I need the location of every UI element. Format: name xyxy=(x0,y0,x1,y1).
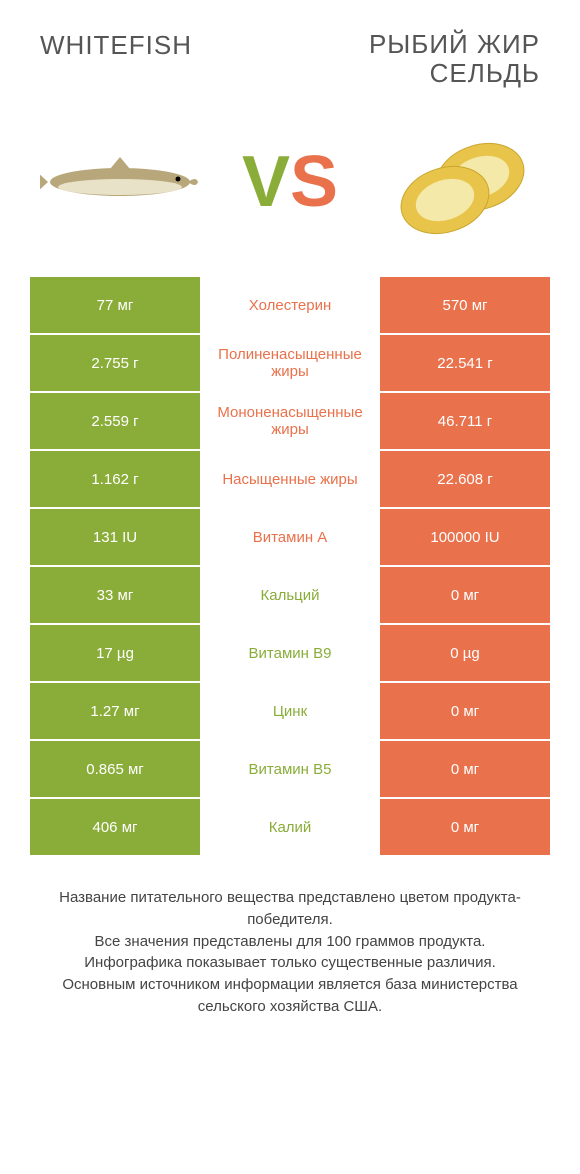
title-left: WHITEFISH xyxy=(40,30,192,61)
left-value: 2.755 г xyxy=(30,335,200,391)
right-value: 570 мг xyxy=(380,277,550,333)
title-right-line1: РЫБИЙ ЖИР xyxy=(369,29,540,59)
left-value: 0.865 мг xyxy=(30,741,200,797)
left-value: 2.559 г xyxy=(30,393,200,449)
nutrient-label: Насыщенные жиры xyxy=(200,451,380,507)
table-row: 131 IUВитамин A100000 IU xyxy=(30,509,550,565)
nutrient-label: Витамин B5 xyxy=(200,741,380,797)
right-value: 22.608 г xyxy=(380,451,550,507)
left-value: 1.27 мг xyxy=(30,683,200,739)
right-value: 46.711 г xyxy=(380,393,550,449)
comparison-table: 77 мгХолестерин570 мг2.755 гПолиненасыще… xyxy=(0,277,580,855)
footer-line-2: Все значения представлены для 100 граммо… xyxy=(30,931,550,953)
right-value: 0 мг xyxy=(380,799,550,855)
fish-icon xyxy=(40,147,200,217)
nutrient-label: Кальций xyxy=(200,567,380,623)
nutrient-label: Калий xyxy=(200,799,380,855)
left-value: 406 мг xyxy=(30,799,200,855)
right-value: 100000 IU xyxy=(380,509,550,565)
vs-v: V xyxy=(242,142,290,222)
right-product-image xyxy=(380,122,540,242)
right-value: 22.541 г xyxy=(380,335,550,391)
table-row: 17 µgВитамин B90 µg xyxy=(30,625,550,681)
table-row: 1.27 мгЦинк0 мг xyxy=(30,683,550,739)
table-row: 2.559 гМононенасыщенные жиры46.711 г xyxy=(30,393,550,449)
table-row: 77 мгХолестерин570 мг xyxy=(30,277,550,333)
nutrient-label: Холестерин xyxy=(200,277,380,333)
nutrient-label: Полиненасыщенные жиры xyxy=(200,335,380,391)
left-value: 33 мг xyxy=(30,567,200,623)
capsule-icon xyxy=(385,122,535,242)
table-row: 2.755 гПолиненасыщенные жиры22.541 г xyxy=(30,335,550,391)
footer-line-3: Инфографика показывает только существенн… xyxy=(30,952,550,974)
right-value: 0 мг xyxy=(380,741,550,797)
table-row: 406 мгКалий0 мг xyxy=(30,799,550,855)
vs-s: S xyxy=(290,142,338,222)
nutrient-label: Витамин B9 xyxy=(200,625,380,681)
table-row: 33 мгКальций0 мг xyxy=(30,567,550,623)
right-value: 0 мг xyxy=(380,683,550,739)
title-right: РЫБИЙ ЖИР СЕЛЬДЬ xyxy=(369,30,540,87)
footer-line-4: Основным источником информации является … xyxy=(30,974,550,1018)
footer-notes: Название питательного вещества представл… xyxy=(0,857,580,1018)
nutrient-label: Мононенасыщенные жиры xyxy=(200,393,380,449)
right-value: 0 мг xyxy=(380,567,550,623)
nutrient-label: Витамин A xyxy=(200,509,380,565)
left-value: 131 IU xyxy=(30,509,200,565)
header: WHITEFISH РЫБИЙ ЖИР СЕЛЬДЬ xyxy=(0,0,580,97)
table-row: 1.162 гНасыщенные жиры22.608 г xyxy=(30,451,550,507)
nutrient-label: Цинк xyxy=(200,683,380,739)
table-row: 0.865 мгВитамин B50 мг xyxy=(30,741,550,797)
left-product-image xyxy=(40,122,200,242)
hero-row: VS xyxy=(0,97,580,277)
left-value: 77 мг xyxy=(30,277,200,333)
left-value: 17 µg xyxy=(30,625,200,681)
footer-line-1: Название питательного вещества представл… xyxy=(30,887,550,931)
right-value: 0 µg xyxy=(380,625,550,681)
title-right-line2: СЕЛЬДЬ xyxy=(430,58,540,88)
vs-label: VS xyxy=(242,146,338,218)
left-value: 1.162 г xyxy=(30,451,200,507)
